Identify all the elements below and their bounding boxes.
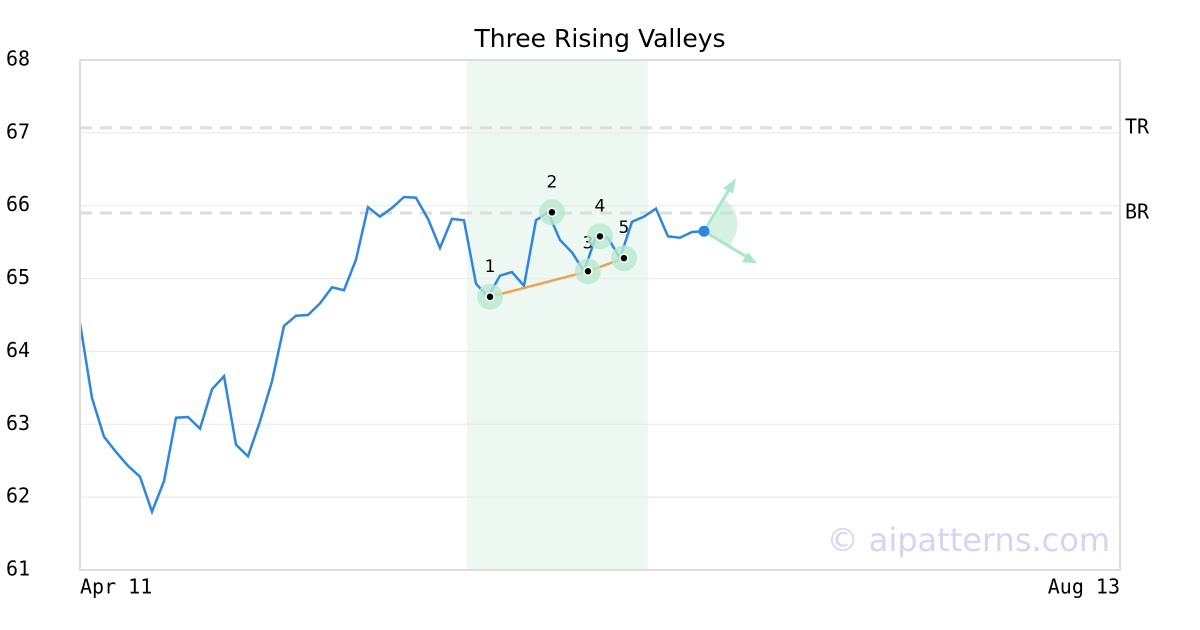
point-dot (547, 207, 557, 218)
y-tick-label: 62 (6, 484, 30, 508)
point-dot (583, 266, 593, 277)
x-tick-label: Aug 13 (1048, 575, 1120, 599)
arrow-down-head (741, 252, 757, 264)
x-tick-label: Apr 11 (80, 575, 152, 599)
point-label: 5 (619, 218, 630, 238)
point-label: 3 (583, 233, 594, 253)
pattern-region (466, 60, 648, 570)
y-tick-label: 61 (6, 557, 30, 581)
y-tick-label: 65 (6, 265, 30, 289)
level-label: BR (1125, 200, 1150, 224)
level-label: TR (1125, 114, 1150, 138)
chart-title: Three Rising Valleys (473, 24, 725, 53)
point-label: 4 (595, 196, 606, 216)
y-tick-label: 63 (6, 411, 30, 435)
y-tick-label: 64 (6, 338, 30, 362)
y-tick-label: 66 (6, 192, 30, 216)
point-dot (595, 231, 605, 242)
point-label: 1 (485, 257, 496, 277)
plot-frame (79, 59, 1121, 571)
point-dot (485, 292, 495, 302)
y-tick-label: 68 (6, 47, 30, 71)
arrow-up-head (722, 178, 736, 194)
direction-wedge (703, 199, 738, 246)
point-label: 2 (547, 172, 558, 192)
point-dot (619, 253, 629, 263)
y-tick-label: 67 (6, 119, 30, 143)
last-point (698, 225, 710, 237)
watermark: © aipatterns.com (827, 521, 1110, 559)
